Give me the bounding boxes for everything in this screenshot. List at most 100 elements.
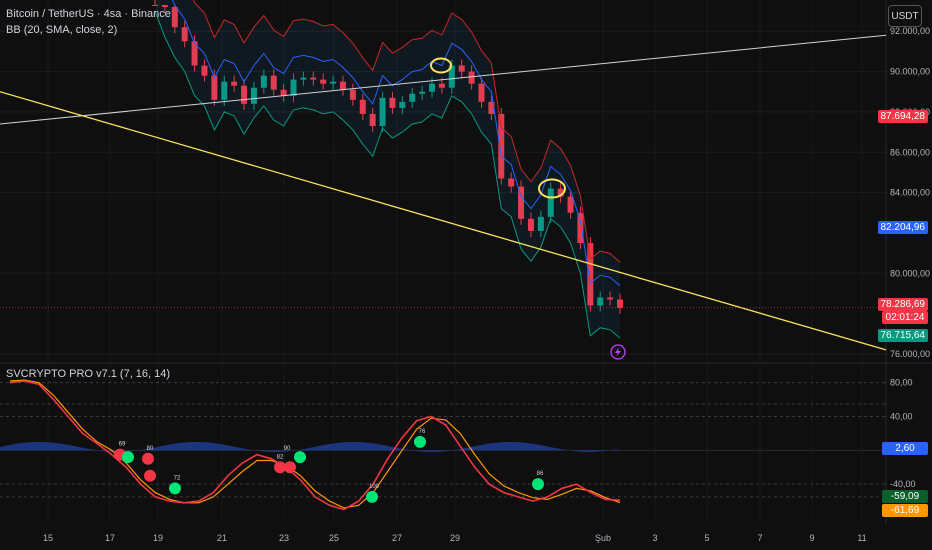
candle-body xyxy=(379,97,386,127)
osc-signal-marker xyxy=(294,451,306,464)
candle-body xyxy=(468,71,475,84)
x-tick-label: 27 xyxy=(392,533,402,543)
highlight-circle xyxy=(538,178,566,199)
x-tick-label: 5 xyxy=(704,533,709,543)
osc-tag-slow: -61,69 xyxy=(882,504,928,517)
osc-signal-marker xyxy=(144,469,156,482)
candle-body xyxy=(607,297,614,300)
candle-body xyxy=(231,81,238,86)
osc-tag-histogram: 2,60 xyxy=(882,442,928,455)
lightning-icon xyxy=(615,347,621,357)
bb-upper-line xyxy=(193,0,621,263)
x-tick-label: 7 xyxy=(757,533,762,543)
candle-body xyxy=(537,216,544,231)
candle-body xyxy=(409,93,416,102)
x-tick-label: 19 xyxy=(153,533,163,543)
osc-y-tick-label: -40,00 xyxy=(890,479,916,489)
candle-body xyxy=(587,243,594,306)
price-tag-countdown: 02:01:24 xyxy=(882,311,928,324)
candle-body xyxy=(527,218,534,231)
candle-body xyxy=(290,79,297,96)
y-tick-label: 84.000,00 xyxy=(890,188,930,198)
oscillator-title[interactable]: SVCRYPTO PRO v7.1 (7, 16, 14) xyxy=(6,368,171,380)
price-tag-basis-bb: 82.204,96 xyxy=(877,221,928,234)
osc-signal-marker xyxy=(532,478,544,491)
candle-body xyxy=(399,101,406,108)
bb-indicator-legend[interactable]: BB (20, SMA, close, 2) xyxy=(6,24,118,36)
chart-title: Bitcoin / TetherUS · 4sa · Binance xyxy=(6,8,171,20)
candle-body xyxy=(250,87,257,104)
y-tick-label: 92.000,00 xyxy=(890,26,930,36)
candle-body xyxy=(567,196,574,213)
osc-marker-label: 90 xyxy=(284,446,291,452)
osc-signal-marker xyxy=(414,435,426,448)
candle-body xyxy=(429,83,436,92)
osc-marker-label: 72 xyxy=(174,475,181,481)
candle-body xyxy=(161,5,168,8)
candle-body xyxy=(458,65,465,72)
candle-body xyxy=(359,99,366,114)
x-tick-label: 17 xyxy=(105,533,115,543)
candle-body xyxy=(201,65,208,76)
candle-body xyxy=(330,81,337,84)
osc-marker-label: 86 xyxy=(537,471,544,477)
osc-fast-line xyxy=(9,380,621,511)
candle-body xyxy=(369,113,376,127)
osc-tag-fast: -59,09 xyxy=(882,490,928,503)
x-tick-label: Şub xyxy=(595,533,611,543)
candle-body xyxy=(389,97,396,108)
candle-body xyxy=(221,81,228,100)
candle-body xyxy=(280,89,287,96)
candle-body xyxy=(171,7,178,28)
candle-body xyxy=(260,75,267,88)
x-tick-label: 23 xyxy=(279,533,289,543)
candle-body xyxy=(518,186,525,219)
osc-marker-label: 69 xyxy=(119,442,126,448)
candle-body xyxy=(547,188,554,217)
osc-signal-marker xyxy=(366,490,378,503)
candle-body xyxy=(438,83,445,88)
price-tag-last: 78.286,69 xyxy=(877,298,928,311)
osc-histogram xyxy=(0,441,620,453)
candle-body xyxy=(211,75,218,100)
y-tick-label: 86.000,00 xyxy=(890,147,930,157)
candle-body xyxy=(419,91,426,94)
x-tick-label: 3 xyxy=(652,533,657,543)
candle-body xyxy=(310,77,317,80)
candle-body xyxy=(191,41,198,66)
osc-signal-marker xyxy=(284,461,296,474)
candle-body xyxy=(498,113,505,179)
candle-body xyxy=(152,5,158,6)
osc-y-tick-label: 80,00 xyxy=(890,378,913,388)
candle-body xyxy=(270,75,277,90)
bb-lower-line xyxy=(154,10,621,339)
osc-marker-label: 82 xyxy=(277,454,284,460)
candle-body xyxy=(617,299,623,308)
price-tag-upper-bb: 87.694,28 xyxy=(877,110,928,123)
candle-body xyxy=(241,85,248,104)
candle-body xyxy=(339,81,346,90)
osc-signal-marker xyxy=(142,452,154,465)
trendline-white xyxy=(0,34,887,125)
osc-slow-line xyxy=(9,379,621,509)
currency-button[interactable]: USDT xyxy=(888,5,922,27)
candle-body xyxy=(557,188,564,197)
candle-body xyxy=(488,101,495,114)
osc-marker-label: 76 xyxy=(419,429,426,435)
candle-body xyxy=(181,27,188,42)
candle-body xyxy=(577,212,584,244)
candle-body xyxy=(300,77,307,80)
candle-body xyxy=(508,178,515,187)
highlight-circle xyxy=(430,57,452,74)
x-tick-label: 29 xyxy=(450,533,460,543)
candle-body xyxy=(349,89,356,100)
osc-signal-marker xyxy=(169,482,181,495)
x-tick-label: 15 xyxy=(43,533,53,543)
x-tick-label: 9 xyxy=(809,533,814,543)
bb-basis-line xyxy=(171,0,621,286)
x-tick-label: 11 xyxy=(857,533,866,543)
y-tick-label: 80.000,00 xyxy=(890,268,930,278)
trendline-yellow xyxy=(0,91,887,351)
